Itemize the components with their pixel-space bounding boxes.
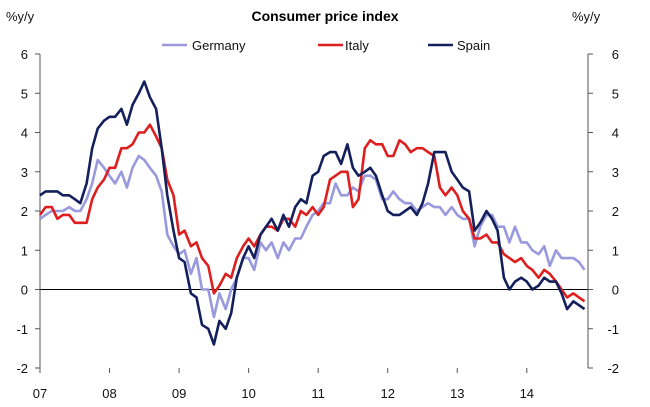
x-tick-label: 08 (102, 386, 116, 401)
y-tick-label-left: 6 (21, 47, 28, 62)
y-tick-label-left: -2 (16, 361, 28, 376)
y-tick-label-right: 5 (612, 86, 619, 101)
y-tick-label-right: 3 (612, 165, 619, 180)
x-tick-label: 11 (311, 386, 325, 401)
legend-label-germany: Germany (192, 38, 246, 53)
y-tick-label-left: 1 (21, 243, 28, 258)
y-tick-label-left: 4 (21, 126, 28, 141)
y-tick-label-right: -2 (607, 361, 619, 376)
x-ticks: 07 08 09 10 11 12 13 14 (33, 368, 534, 401)
series-lines (38, 80, 586, 346)
y-axis-left-unit: %y/y (6, 9, 35, 24)
x-tick-label: 14 (520, 386, 534, 401)
x-tick-label: 13 (450, 386, 464, 401)
legend-label-spain: Spain (457, 38, 490, 53)
series-line-germany (39, 154, 586, 319)
y-tick-label-right: 6 (612, 47, 619, 62)
x-tick-label: 10 (241, 386, 255, 401)
y-tick-label-right: -1 (607, 322, 619, 337)
y-tick-label-right: 4 (612, 126, 619, 141)
series-line-italy (38, 123, 586, 303)
y-ticks-right: -2 -1 0 1 2 3 4 5 6 (588, 47, 619, 376)
y-tick-label-right: 1 (612, 243, 619, 258)
y-tick-label-left: -1 (16, 322, 28, 337)
y-axis-right-unit: %y/y (572, 9, 601, 24)
legend-label-italy: Italy (345, 38, 369, 53)
x-tick-label: 07 (33, 386, 47, 401)
y-tick-label-right: 0 (612, 283, 619, 298)
y-tick-label-right: 2 (612, 204, 619, 219)
series-line-spain (39, 80, 586, 346)
x-tick-label: 09 (172, 386, 186, 401)
y-tick-label-left: 5 (21, 86, 28, 101)
y-ticks-left: -2 -1 0 1 2 3 4 5 6 (16, 47, 40, 376)
y-tick-label-left: 0 (21, 283, 28, 298)
x-tick-label: 12 (380, 386, 394, 401)
y-tick-label-left: 3 (21, 165, 28, 180)
y-tick-label-left: 2 (21, 204, 28, 219)
chart-title: Consumer price index (251, 8, 398, 24)
chart-legend: Germany Italy Spain (162, 38, 490, 53)
